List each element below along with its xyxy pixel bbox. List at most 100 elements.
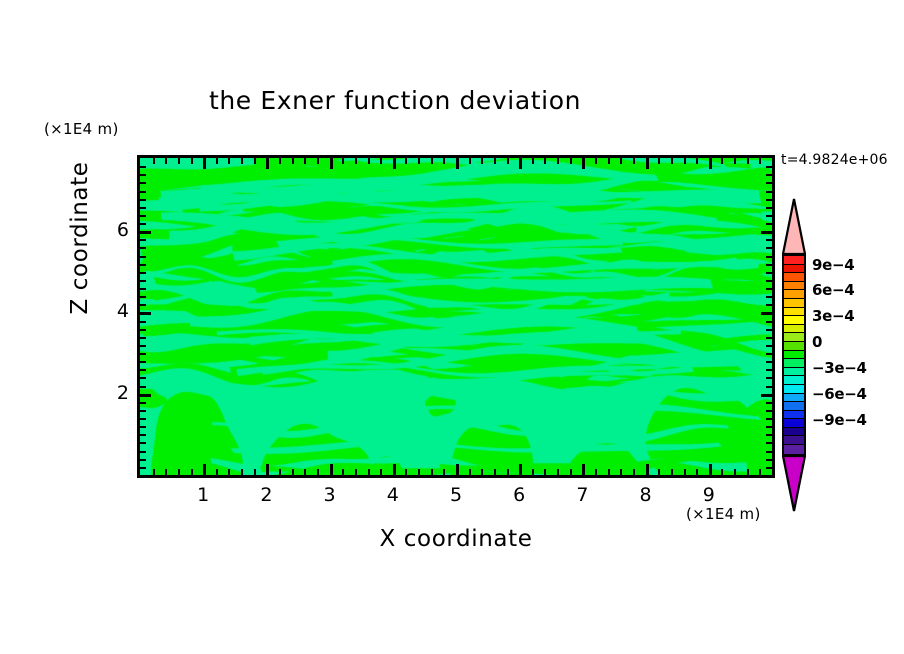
x-minor-tick <box>178 469 180 475</box>
y-minor-tick <box>766 288 772 290</box>
x-major-tick <box>519 158 522 169</box>
x-minor-tick <box>431 158 433 164</box>
y-minor-tick <box>140 199 146 201</box>
x-major-tick <box>330 464 333 475</box>
y-minor-tick <box>766 247 772 249</box>
y-minor-tick <box>140 166 146 168</box>
x-minor-tick <box>216 469 218 475</box>
y-minor-tick <box>140 426 146 428</box>
y-minor-tick <box>140 410 146 412</box>
colorbar-cell <box>784 316 804 325</box>
x-minor-tick <box>216 158 218 164</box>
y-minor-tick <box>140 288 146 290</box>
colorbar <box>782 198 806 512</box>
x-minor-tick <box>241 158 243 164</box>
x-minor-tick <box>734 158 736 164</box>
y-minor-tick <box>766 426 772 428</box>
x-minor-tick <box>544 469 546 475</box>
y-minor-tick <box>140 304 146 306</box>
y-minor-tick <box>766 386 772 388</box>
colorbar-cell <box>784 402 804 411</box>
x-major-tick <box>203 158 206 169</box>
x-tick-label: 4 <box>386 484 399 506</box>
x-minor-tick <box>342 158 344 164</box>
y-minor-tick <box>140 296 146 298</box>
x-minor-tick <box>595 158 597 164</box>
x-minor-tick <box>734 469 736 475</box>
colorbar-cell <box>784 256 804 265</box>
colorbar-cell <box>784 290 804 299</box>
page-title: the Exner function deviation <box>208 86 582 115</box>
colorbar-cell <box>784 341 804 351</box>
colorbar-cell <box>784 273 804 282</box>
y-tick-label: 2 <box>116 381 129 404</box>
x-minor-tick <box>254 158 256 164</box>
y-minor-tick <box>140 459 146 461</box>
y-major-tick <box>140 394 151 397</box>
x-minor-tick <box>633 158 635 164</box>
y-minor-tick <box>766 199 772 201</box>
y-major-tick <box>761 231 772 234</box>
y-major-tick <box>761 312 772 315</box>
x-tick-label: 7 <box>576 484 589 506</box>
y-minor-tick <box>140 256 146 258</box>
colorbar-tick-label: 0 <box>812 333 823 352</box>
x-tick-label: 1 <box>197 484 210 506</box>
x-minor-tick <box>368 469 370 475</box>
y-minor-tick <box>140 329 146 331</box>
x-minor-tick <box>633 469 635 475</box>
colorbar-cell <box>784 350 804 360</box>
y-minor-tick <box>140 321 146 323</box>
x-minor-tick <box>241 469 243 475</box>
x-minor-tick <box>153 158 155 164</box>
x-minor-tick <box>342 469 344 475</box>
y-minor-tick <box>766 410 772 412</box>
x-minor-tick <box>405 469 407 475</box>
x-minor-tick <box>671 469 673 475</box>
x-minor-tick <box>684 158 686 164</box>
colorbar-cell <box>784 324 804 334</box>
x-major-tick <box>646 464 649 475</box>
x-major-tick <box>646 158 649 169</box>
colorbar-cell <box>784 367 804 377</box>
colorbar-cell <box>784 333 804 342</box>
colorbar-cell <box>784 384 804 394</box>
y-minor-tick <box>766 215 772 217</box>
colorbar-cell <box>784 307 804 317</box>
y-minor-tick <box>766 304 772 306</box>
x-minor-tick <box>380 158 382 164</box>
x-axis-units-label: (×1E4 m) <box>686 505 761 523</box>
x-minor-tick <box>368 158 370 164</box>
y-minor-tick <box>766 451 772 453</box>
y-minor-tick <box>140 361 146 363</box>
x-minor-tick <box>380 469 382 475</box>
y-minor-tick <box>140 239 146 241</box>
y-minor-tick <box>140 337 146 339</box>
x-major-tick <box>582 464 585 475</box>
x-minor-tick <box>292 469 294 475</box>
colorbar-cells <box>782 254 806 456</box>
y-minor-tick <box>766 239 772 241</box>
y-minor-tick <box>140 247 146 249</box>
x-minor-tick <box>228 469 230 475</box>
x-minor-tick <box>292 158 294 164</box>
x-tick-label: 3 <box>323 484 336 506</box>
x-minor-tick <box>443 469 445 475</box>
x-major-tick <box>393 158 396 169</box>
y-minor-tick <box>766 174 772 176</box>
y-minor-tick <box>140 442 146 444</box>
y-minor-tick <box>766 329 772 331</box>
x-minor-tick <box>443 158 445 164</box>
y-minor-tick <box>140 264 146 266</box>
y-minor-tick <box>140 207 146 209</box>
x-minor-tick <box>620 469 622 475</box>
x-minor-tick <box>469 469 471 475</box>
y-minor-tick <box>140 353 146 355</box>
x-minor-tick <box>304 158 306 164</box>
y-minor-tick <box>766 191 772 193</box>
x-minor-tick <box>557 469 559 475</box>
y-minor-tick <box>766 369 772 371</box>
y-minor-tick <box>140 280 146 282</box>
y-minor-tick <box>140 191 146 193</box>
